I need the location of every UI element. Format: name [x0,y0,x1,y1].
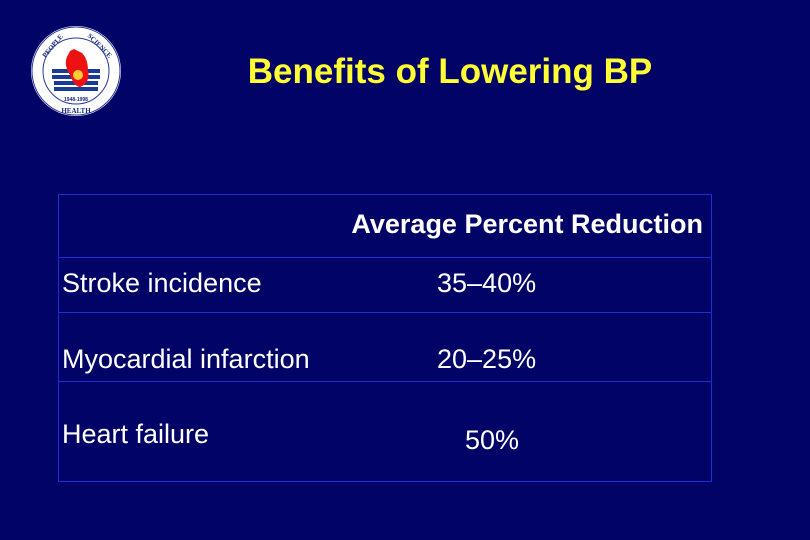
column-header: Average Percent Reduction [351,209,703,239]
svg-text:1948-1998: 1948-1998 [64,97,88,103]
reduction-table: Average Percent Reduction Stroke inciden… [58,194,712,482]
svg-text:HEALTH: HEALTH [61,107,91,115]
heart-logo-icon: 1948-1998 HEALTH PEOPLE SCIENCE [31,26,121,116]
row-label: Myocardial infarction [62,344,310,374]
slide-title: Benefits of Lowering BP [247,52,653,91]
row-value: 35–40% [437,268,537,298]
row-value: 20–25% [437,344,537,374]
row-label: Heart failure [62,419,210,449]
table-row: Myocardial infarction 20–25% [59,312,711,382]
table-header: Average Percent Reduction [59,195,711,258]
table-row: Stroke incidence 35–40% [59,257,711,313]
row-value: 50% [465,425,520,455]
table-row: Heart failure 50% [59,381,711,481]
framingham-logo: 1948-1998 HEALTH PEOPLE SCIENCE [30,25,122,117]
row-label: Stroke incidence [62,268,262,298]
